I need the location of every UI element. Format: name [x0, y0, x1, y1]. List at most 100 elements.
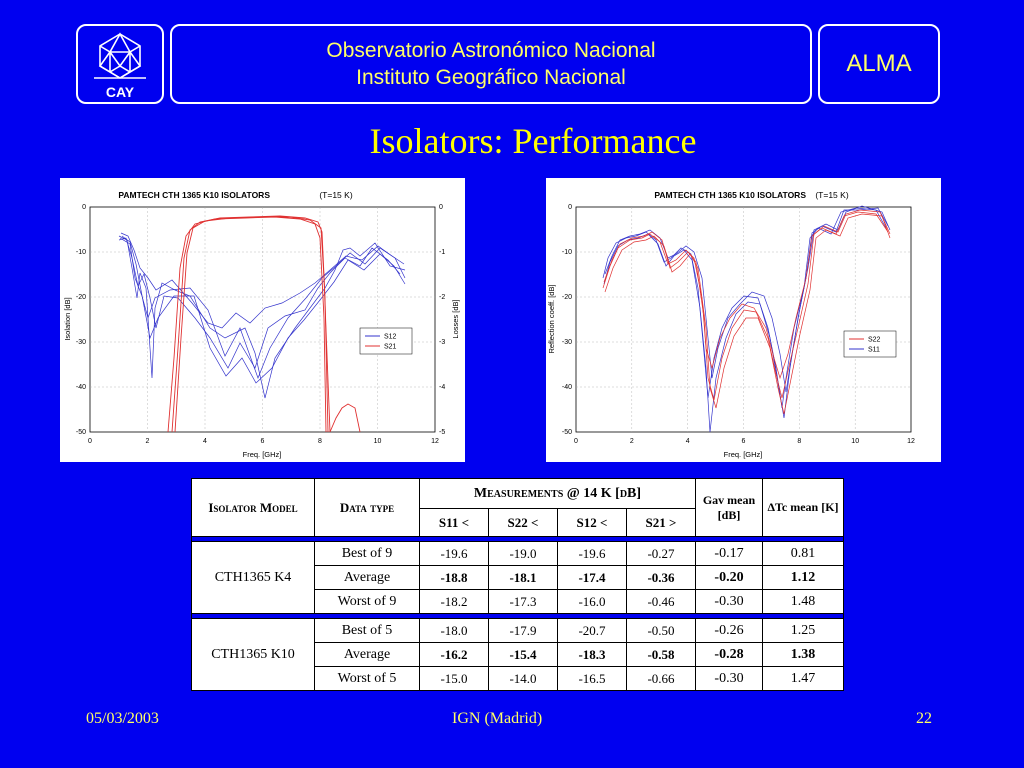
y2-tick-label: -4: [439, 384, 445, 391]
value-cell: -0.20: [695, 565, 763, 590]
y-tick-label: 0: [568, 204, 572, 211]
value-cell: -18.2: [419, 589, 489, 614]
value-cell: -19.6: [557, 541, 627, 566]
x-tick-label: 0: [574, 438, 578, 445]
grid: [576, 207, 911, 432]
value-cell: -0.50: [626, 618, 696, 643]
x-tick-label: 2: [630, 438, 634, 445]
x-tick-label: 12: [431, 438, 439, 445]
value-cell: -19.0: [488, 541, 558, 566]
s12-curves: [118, 232, 406, 399]
legend-label-s11: S11: [868, 347, 880, 354]
y2-tick-label: -5: [439, 429, 445, 436]
y-tick-label: -10: [562, 249, 572, 256]
y2-tick-label: -1: [439, 249, 445, 256]
value-cell: -0.26: [695, 618, 763, 643]
y-axis-label: Reflection coeff. [dB]: [547, 284, 556, 353]
legend-label-s12: S12: [384, 334, 397, 341]
value-cell: -0.27: [626, 541, 696, 566]
model-cell: CTH1365 K4: [191, 541, 315, 614]
y2-tick-label: -3: [439, 339, 445, 346]
y-tick-label: -10: [76, 249, 86, 256]
value-cell: -18.0: [419, 618, 489, 643]
y-tick-label: -40: [76, 384, 86, 391]
x-tick-label: 10: [374, 438, 382, 445]
x-tick-label: 6: [742, 438, 746, 445]
value-cell: -0.36: [626, 565, 696, 590]
value-cell: -15.4: [488, 642, 558, 667]
value-cell: -14.0: [488, 666, 558, 691]
legend-box: [359, 327, 413, 355]
y-tick-label: -20: [76, 294, 86, 301]
y-axis-label: Isolation [dB]: [63, 297, 72, 340]
value-cell: 1.38: [762, 642, 844, 667]
value-cell: -0.46: [626, 589, 696, 614]
x-tick-label: 6: [261, 438, 265, 445]
value-cell: -0.17: [695, 541, 763, 566]
type-cell: Average: [314, 642, 420, 667]
header-line-1: Observatorio Astronómico Nacional: [326, 39, 656, 62]
reflection-plot: PAMTECH CTH 1365 K10 ISOLATORS (T=15 K) …: [546, 178, 941, 462]
col-header-gav: Gav mean [dB]: [695, 478, 763, 537]
measurements-table: Isolator Model Data type Measurements @ …: [191, 478, 844, 691]
header-line-2: Instituto Geográfico Nacional: [356, 66, 626, 89]
value-cell: -17.9: [488, 618, 558, 643]
value-cell: -0.58: [626, 642, 696, 667]
y-tick-label: -30: [562, 339, 572, 346]
value-cell: -18.1: [488, 565, 558, 590]
y2-axis-label: Losses [dB]: [451, 299, 460, 338]
cay-logo-box: CAY: [76, 24, 164, 104]
col-header-model: Isolator Model: [191, 478, 315, 537]
type-cell: Worst of 9: [314, 589, 420, 614]
col-header-dtc: ΔTc mean [K]: [762, 478, 844, 537]
value-cell: 1.12: [762, 565, 844, 590]
legend-label-s21: S21: [384, 344, 397, 351]
col-header-s21: S21 >: [626, 508, 696, 537]
x-tick-label: 12: [907, 438, 915, 445]
footer-date: 05/03/2003: [86, 710, 159, 727]
y-tick-label: -50: [562, 429, 572, 436]
value-cell: -16.5: [557, 666, 627, 691]
col-header-type: Data type: [314, 478, 420, 537]
value-cell: -20.7: [557, 618, 627, 643]
value-cell: -0.30: [695, 589, 763, 614]
value-cell: 1.47: [762, 666, 844, 691]
x-tick-label: 0: [88, 438, 92, 445]
alma-box: ALMA: [818, 24, 940, 104]
grid: [90, 207, 435, 432]
y2-tick-label: 0: [439, 204, 443, 211]
x-tick-label: 2: [146, 438, 150, 445]
model-cell: CTH1365 K10: [191, 618, 315, 691]
value-cell: -18.3: [557, 642, 627, 667]
plot-subtitle: (T=15 K): [815, 190, 848, 200]
s22-curves: [602, 209, 891, 415]
col-header-s22: S22 <: [488, 508, 558, 537]
legend-box: [843, 330, 897, 358]
cay-logo-text: CAY: [105, 84, 135, 100]
value-cell: -18.8: [419, 565, 489, 590]
x-tick-label: 10: [851, 438, 859, 445]
x-axis-label: Freq. [GHz]: [724, 450, 763, 459]
value-cell: -19.6: [419, 541, 489, 566]
slide-title: Isolators: Performance: [369, 121, 697, 161]
col-header-s11: S11 <: [419, 508, 489, 537]
value-cell: -17.4: [557, 565, 627, 590]
x-tick-label: 4: [686, 438, 690, 445]
value-cell: -15.0: [419, 666, 489, 691]
x-tick-label: 4: [203, 438, 207, 445]
plot-subtitle: (T=15 K): [319, 190, 352, 200]
value-cell: -16.0: [557, 589, 627, 614]
y-tick-label: -20: [562, 294, 572, 301]
s21-curves: [167, 215, 361, 433]
institution-header: Observatorio Astronómico Nacional Instit…: [170, 24, 812, 104]
s11-curves: [602, 205, 891, 433]
value-cell: -0.28: [695, 642, 763, 667]
value-cell: -0.66: [626, 666, 696, 691]
value-cell: -0.30: [695, 666, 763, 691]
footer-page-number: 22: [916, 710, 932, 727]
value-cell: -16.2: [419, 642, 489, 667]
col-header-measurements: Measurements @ 14 K [dB]: [419, 478, 696, 509]
type-cell: Best of 9: [314, 541, 420, 566]
isolation-plot: PAMTECH CTH 1365 K10 ISOLATORS (T=15 K) …: [60, 178, 465, 462]
type-cell: Best of 5: [314, 618, 420, 643]
